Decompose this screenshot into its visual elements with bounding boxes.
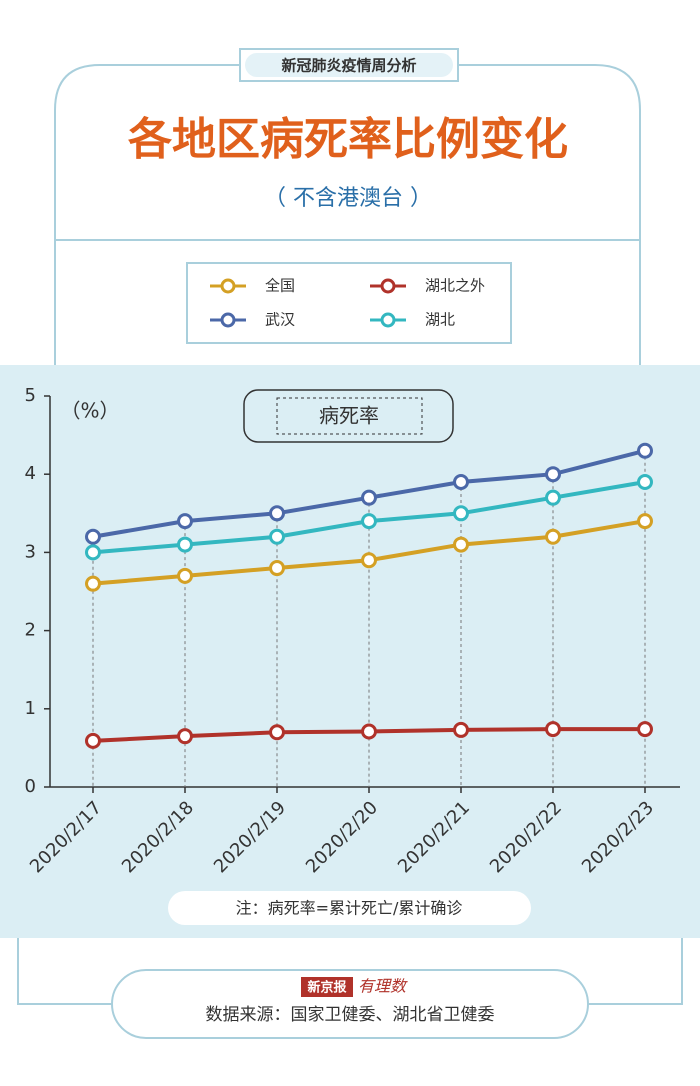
point <box>545 721 561 738</box>
point <box>269 505 285 522</box>
legend-marker <box>220 278 236 294</box>
point <box>361 552 377 569</box>
point <box>545 489 561 506</box>
legend-label: 湖北之外 <box>425 277 485 295</box>
legend-label: 全国 <box>265 277 295 295</box>
point <box>177 567 193 584</box>
y-tick-label: 5 <box>25 385 36 406</box>
legend-marker <box>380 312 396 328</box>
point <box>453 536 469 553</box>
point <box>177 513 193 530</box>
y-tick-label: 0 <box>25 776 36 797</box>
point <box>177 728 193 745</box>
title: 各地区病死率比例变化 <box>128 114 568 165</box>
source: 数据来源：国家卫健委、湖北省卫健委 <box>206 1005 495 1025</box>
note-pill <box>168 891 531 925</box>
label-box <box>243 389 454 443</box>
legend-marker <box>220 312 236 328</box>
chart-panel <box>0 365 700 938</box>
chart-label: 病死率 <box>319 404 379 428</box>
point <box>361 513 377 530</box>
legend-label: 武汉 <box>265 311 295 329</box>
point <box>637 721 653 738</box>
logo: 新京报 <box>307 980 347 996</box>
point <box>637 442 653 459</box>
badge: 新冠肺炎疫情周分析 <box>281 57 416 75</box>
point <box>453 505 469 522</box>
source-pill <box>111 969 589 1039</box>
point <box>453 721 469 738</box>
point <box>85 528 101 545</box>
legend-marker <box>380 278 396 294</box>
point <box>85 732 101 749</box>
point <box>269 560 285 577</box>
label-inner <box>276 397 423 435</box>
point <box>545 466 561 483</box>
logo-bg <box>301 977 353 997</box>
footer-frame <box>17 938 683 1005</box>
point <box>85 544 101 561</box>
y-tick-label: 2 <box>25 620 36 641</box>
point <box>269 528 285 545</box>
point <box>361 489 377 506</box>
legend-box <box>186 262 512 344</box>
logo-sub: 有理数 <box>358 977 408 996</box>
point <box>453 474 469 491</box>
y-tick-label: 3 <box>25 541 36 562</box>
subtitle: （ 不含港澳台 ） <box>264 186 432 211</box>
point <box>269 724 285 741</box>
badge-pill <box>245 53 453 77</box>
point <box>637 474 653 491</box>
point <box>637 513 653 530</box>
point <box>177 536 193 553</box>
y-tick-label: 4 <box>25 463 36 484</box>
note: 注：病死率=累计死亡/累计确诊 <box>236 899 463 918</box>
y-axis-label: （%） <box>60 399 119 423</box>
point <box>361 723 377 740</box>
y-tick-label: 1 <box>25 698 36 719</box>
point <box>85 575 101 592</box>
point <box>545 528 561 545</box>
legend-label: 湖北 <box>425 311 455 329</box>
